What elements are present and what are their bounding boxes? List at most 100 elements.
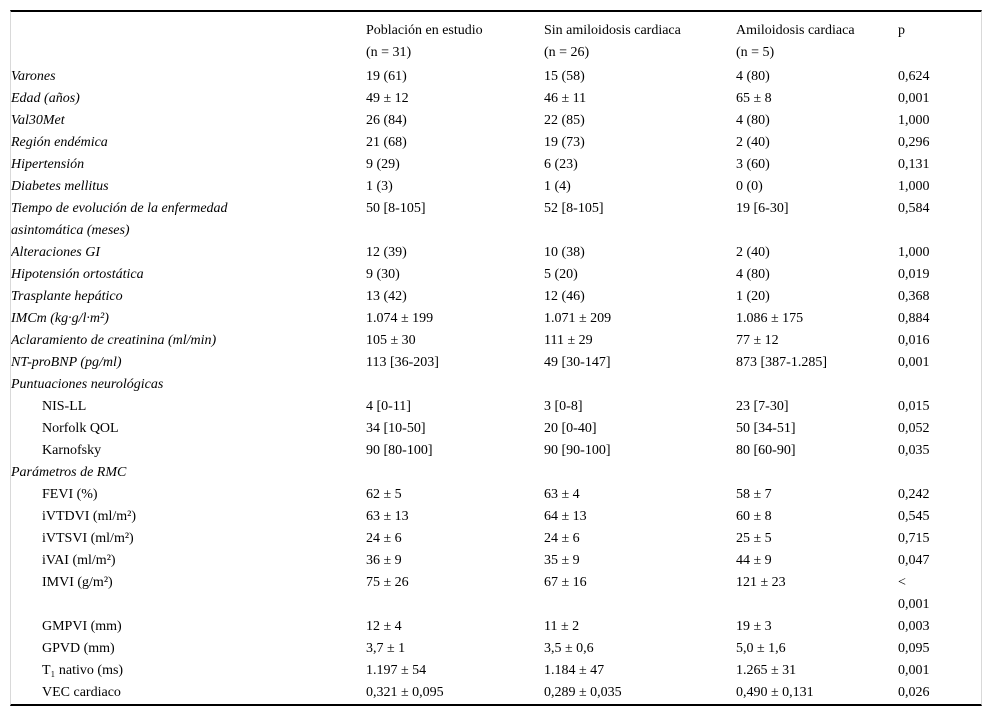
cell-value: 5,0 ± 1,6 <box>736 641 786 656</box>
row-label: Región endémica <box>11 135 108 150</box>
cell-value: 75 ± 26 <box>366 575 409 590</box>
cell-value: 12 ± 4 <box>366 619 402 634</box>
column-header-sin-amiloidosis-cardiaca: Sin amiloidosis cardiaca (n = 26) <box>544 23 681 60</box>
clinical-characteristics-table: Población en estudio (n = 31) Sin amiloi… <box>10 10 982 706</box>
cell-value: 0,321 ± 0,095 <box>366 685 444 700</box>
row-label: Aclaramiento de creatinina (ml/min) <box>11 333 217 348</box>
cell-value: 24 ± 6 <box>544 531 580 546</box>
table-row: Hipotensión ortostática 9 (30) 5 (20) 4 (80… <box>11 264 981 286</box>
table-body: Varones 19 (61) 15 (58) 4 (80) 0,624 Edad (añ… <box>11 66 981 704</box>
cell-value <box>366 462 544 484</box>
row-label: Puntuaciones neurológicas <box>11 377 164 392</box>
cell-value: 19 [6-30] <box>736 201 789 216</box>
cell-value: 3,7 ± 1 <box>366 641 406 656</box>
cell-value: 1 (4) <box>544 179 571 194</box>
cell-value: 64 ± 13 <box>544 509 587 524</box>
cell-value: 1.184 ± 47 <box>544 663 605 678</box>
row-label: Varones <box>11 69 56 84</box>
cell-p-value: 0,052 <box>898 421 930 436</box>
row-label: FEVI (%) <box>42 487 98 502</box>
row-label: Alteraciones GI <box>11 245 101 260</box>
cell-p-value: 0,584 <box>898 201 930 216</box>
cell-value <box>366 374 544 396</box>
cell-value: 9 (29) <box>366 157 400 172</box>
cell-value: 44 ± 9 <box>736 553 772 568</box>
row-label: IMCm (kg·g/l·m²) <box>11 311 109 326</box>
cell-value: 1.265 ± 31 <box>736 663 797 678</box>
cell-value: 80 [60-90] <box>736 443 796 458</box>
table-row: VEC cardiaco 0,321 ± 0,095 0,289 ± 0,035 0,… <box>11 682 981 704</box>
cell-p-value: 0,003 <box>898 619 930 634</box>
header-row: Población en estudio (n = 31) Sin amiloi… <box>11 12 981 66</box>
table-row: Norfolk QOL 34 [10-50] 20 [0-40] 50 [34-51]… <box>11 418 981 440</box>
cell-value: 21 (68) <box>366 135 407 150</box>
cell-value: 1.071 ± 209 <box>544 311 612 326</box>
cell-p-value: 0,715 <box>898 531 930 546</box>
cell-value: 4 (80) <box>736 113 770 128</box>
cell-value: 20 [0-40] <box>544 421 597 436</box>
cell-value: 13 (42) <box>366 289 407 304</box>
table-row: Karnofsky 90 [80-100] 90 [90-100] 80 [60-90… <box>11 440 981 462</box>
cell-value: 65 ± 8 <box>736 91 772 106</box>
cell-value: 19 (73) <box>544 135 585 150</box>
row-label: NIS-LL <box>42 399 87 414</box>
cell-value: 25 ± 5 <box>736 531 772 546</box>
cell-value: 3,5 ± 0,6 <box>544 641 594 656</box>
cell-value: 0,289 ± 0,035 <box>544 685 622 700</box>
data-table: Población en estudio (n = 31) Sin amiloi… <box>11 12 981 704</box>
table-row: Puntuaciones neurológicas <box>11 374 981 396</box>
column-header-parameter <box>11 12 366 66</box>
cell-p-value: 0,296 <box>898 135 930 150</box>
cell-p-value: 0,035 <box>898 443 930 458</box>
cell-value <box>544 374 736 396</box>
cell-value: 11 ± 2 <box>544 619 580 634</box>
cell-value: 35 ± 9 <box>544 553 580 568</box>
table-row: FEVI (%) 62 ± 5 63 ± 4 58 ± 7 0,242 <box>11 484 981 506</box>
cell-p-value: 0,242 <box>898 487 930 502</box>
cell-p-value: 0,095 <box>898 641 930 656</box>
cell-value: 60 ± 8 <box>736 509 772 524</box>
cell-value: 1.197 ± 54 <box>366 663 427 678</box>
table-row: iVTDVI (ml/m²) 63 ± 13 64 ± 13 60 ± 8 0,545 <box>11 506 981 528</box>
cell-value: 4 (80) <box>736 267 770 282</box>
cell-value: 3 [0-8] <box>544 399 583 414</box>
cell-p-value: 0,368 <box>898 289 930 304</box>
table-row: GMPVI (mm) 12 ± 4 11 ± 2 19 ± 3 0,003 <box>11 616 981 638</box>
table-row: Val30Met 26 (84) 22 (85) 4 (80) 1,000 <box>11 110 981 132</box>
column-header-p-value: p <box>898 23 905 38</box>
cell-value: 22 (85) <box>544 113 585 128</box>
cell-p-value: 0,001 <box>898 355 930 370</box>
cell-value: 67 ± 16 <box>544 575 587 590</box>
row-label: Val30Met <box>11 113 65 128</box>
row-label: Hipertensión <box>11 157 85 172</box>
cell-value: 77 ± 12 <box>736 333 779 348</box>
cell-value: 0 (0) <box>736 179 763 194</box>
row-label: IMVI (g/m²) <box>42 575 113 590</box>
cell-value: 105 ± 30 <box>366 333 416 348</box>
cell-value: 36 ± 9 <box>366 553 402 568</box>
cell-p-value: 0,001 <box>898 663 930 678</box>
cell-value: 50 [34-51] <box>736 421 796 436</box>
cell-p-value: 0,131 <box>898 157 930 172</box>
table-row: iVTSVI (ml/m²) 24 ± 6 24 ± 6 25 ± 5 0,715 <box>11 528 981 550</box>
table-row: IMVI (g/m²) 75 ± 26 67 ± 16 121 ± 23 < 0,001 <box>11 572 981 616</box>
cell-value: 23 [7-30] <box>736 399 789 414</box>
row-label: GPVD (mm) <box>42 641 115 656</box>
cell-value: 111 ± 29 <box>544 333 593 348</box>
cell-value: 19 (61) <box>366 69 407 84</box>
cell-value: 49 ± 12 <box>366 91 409 106</box>
cell-value <box>736 462 898 484</box>
table-row: Alteraciones GI 12 (39) 10 (38) 2 (40) 1,000 <box>11 242 981 264</box>
table-header: Población en estudio (n = 31) Sin amiloi… <box>11 12 981 66</box>
cell-p-value: 0,884 <box>898 311 930 326</box>
cell-p-value: 0,545 <box>898 509 930 524</box>
table-row: Trasplante hepático 13 (42) 12 (46) 1 (20) 0… <box>11 286 981 308</box>
cell-value: 121 ± 23 <box>736 575 786 590</box>
row-label: iVTDVI (ml/m²) <box>42 509 137 524</box>
cell-value: 5 (20) <box>544 267 578 282</box>
table-row: NT-proBNP (pg/ml) 113 [36-203] 49 [30-147]… <box>11 352 981 374</box>
table-row: iVAI (ml/m²) 36 ± 9 35 ± 9 44 ± 9 0,047 <box>11 550 981 572</box>
cell-p-value: 1,000 <box>898 245 930 260</box>
cell-p-value: 0,015 <box>898 399 930 414</box>
cell-p-value <box>898 462 981 484</box>
